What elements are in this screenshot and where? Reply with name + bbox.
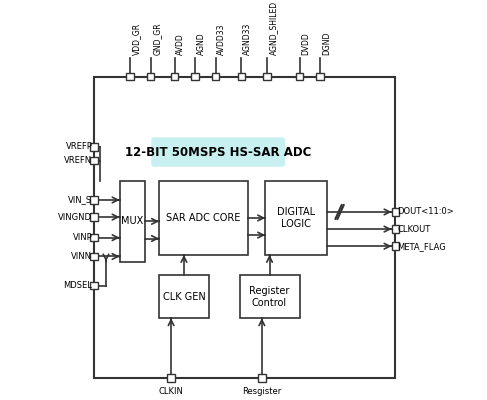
Bar [316,73,324,80]
Bar [159,275,209,318]
Text: Resgister: Resgister [242,387,281,396]
Bar [90,196,98,204]
Bar [168,374,175,382]
Text: DVDD: DVDD [301,33,310,56]
Text: DIGITAL
LOGIC: DIGITAL LOGIC [277,207,315,229]
Bar [296,73,303,80]
Text: VIN_S: VIN_S [68,196,93,204]
Bar [120,181,146,262]
Bar [94,77,395,378]
Text: AVDD33: AVDD33 [217,24,226,56]
Bar [90,157,98,164]
Bar [265,181,327,255]
Text: AGND_SHILED: AGND_SHILED [269,1,278,56]
Bar [126,73,134,80]
FancyBboxPatch shape [151,137,285,167]
Text: AGND33: AGND33 [243,23,252,56]
Bar [90,234,98,242]
Bar [212,73,219,80]
Text: SAR ADC CORE: SAR ADC CORE [167,213,241,223]
Text: DOUT<11:0>: DOUT<11:0> [397,208,454,216]
Text: CLKIN: CLKIN [159,387,184,396]
Text: 12-BIT 50MSPS HS-SAR ADC: 12-BIT 50MSPS HS-SAR ADC [125,146,311,158]
Text: DGND: DGND [322,32,331,56]
Bar [240,275,300,318]
Bar [159,181,248,255]
Text: MDSEL: MDSEL [63,281,93,290]
Text: META_FLAG: META_FLAG [397,242,446,251]
Bar [258,374,265,382]
Bar [392,208,399,216]
Bar [90,213,98,221]
Text: CLKOUT: CLKOUT [397,224,431,234]
Bar [90,282,98,289]
Bar [171,73,178,80]
Text: VINGND: VINGND [58,212,93,222]
Bar [90,253,98,260]
Bar [90,143,98,151]
Text: VREFP: VREFP [65,142,93,151]
Bar [191,73,199,80]
Text: VINP: VINP [73,233,93,242]
Text: AVDD: AVDD [176,34,185,56]
Text: VREFN: VREFN [64,156,93,165]
Text: Register
Control: Register Control [249,286,290,308]
Bar [238,73,245,80]
Text: GND_GR: GND_GR [152,23,161,56]
Text: MUX: MUX [121,216,144,226]
Bar [392,242,399,250]
Text: CLK GEN: CLK GEN [163,292,206,302]
Text: VDD_GR: VDD_GR [131,23,141,56]
Bar [147,73,154,80]
Bar [392,225,399,233]
Text: AGND: AGND [197,33,206,56]
Text: VINN: VINN [71,252,93,261]
Bar [263,73,271,80]
